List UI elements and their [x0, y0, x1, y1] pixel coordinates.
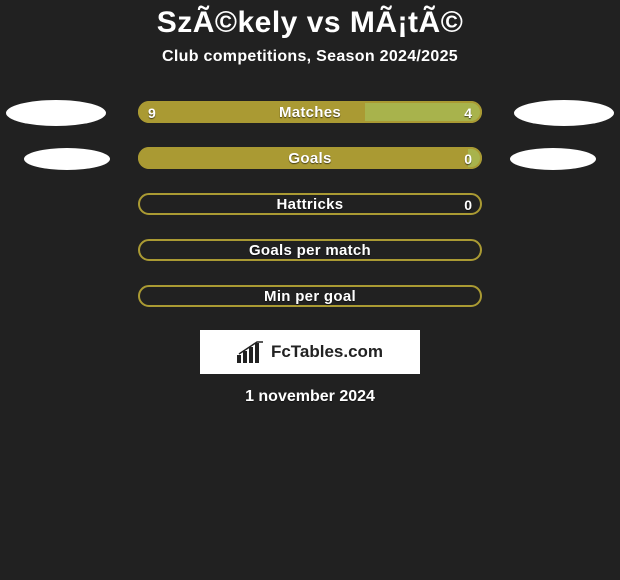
stat-bar: Matches9 4	[137, 100, 483, 124]
stat-label: Min per goal	[138, 285, 482, 309]
right-player-marker	[514, 100, 614, 126]
stat-row: Min per goal	[0, 284, 620, 310]
stat-row: Matches9 4	[0, 100, 620, 126]
stat-label: Goals	[138, 147, 482, 171]
comparison-card: SzÃ©kely vs MÃ¡tÃ© Club competitions, Se…	[0, 6, 620, 406]
stat-label: Goals per match	[138, 239, 482, 263]
brand-logo-text: FcTables.com	[271, 342, 383, 362]
stat-row: Hattricks0	[0, 192, 620, 218]
stat-value-right: 0	[464, 147, 472, 171]
stat-bar: Hattricks0	[137, 192, 483, 216]
brand-logo: FcTables.com	[200, 330, 420, 374]
stat-label: Hattricks	[138, 193, 482, 217]
stat-value-right: 0	[464, 193, 472, 217]
stat-bar: Goals0	[137, 146, 483, 170]
stat-bar: Goals per match	[137, 238, 483, 262]
left-player-marker	[6, 100, 106, 126]
card-title: SzÃ©kely vs MÃ¡tÃ©	[0, 6, 620, 40]
right-player-marker	[510, 148, 596, 170]
stat-label: Matches	[138, 101, 482, 125]
left-player-marker	[24, 148, 110, 170]
card-subtitle: Club competitions, Season 2024/2025	[0, 48, 620, 66]
chart-bars-icon	[237, 341, 265, 363]
stat-row: Goals0	[0, 146, 620, 172]
stat-bar: Min per goal	[137, 284, 483, 308]
stat-row: Goals per match	[0, 238, 620, 264]
stat-value-right: 4	[464, 101, 472, 125]
stat-value-left: 9	[148, 101, 156, 125]
stat-rows-container: Matches94Goals0Hattricks0Goals per match…	[0, 100, 620, 310]
card-date: 1 november 2024	[0, 388, 620, 406]
